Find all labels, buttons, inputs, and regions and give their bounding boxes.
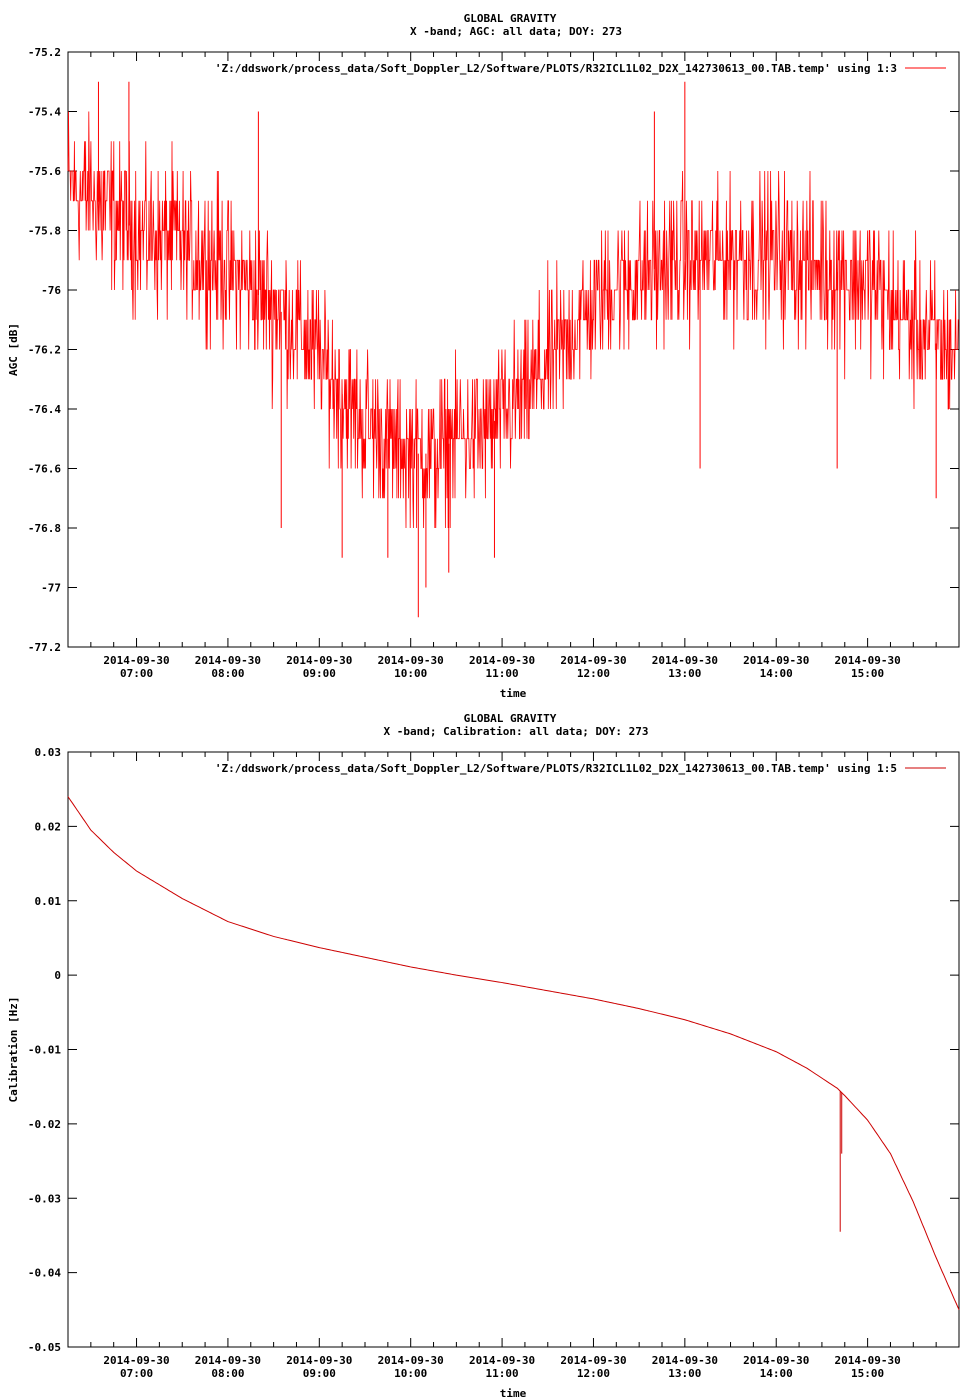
y-tick-label: -76.8 <box>28 522 61 535</box>
x-tick-label-date: 2014-09-30 <box>652 1354 718 1367</box>
x-tick-label-time: 12:00 <box>577 1367 610 1380</box>
x-tick-label-time: 07:00 <box>120 1367 153 1380</box>
x-tick-label-date: 2014-09-30 <box>469 654 535 667</box>
y-tick-label: -76.2 <box>28 344 61 357</box>
x-tick-label-time: 14:00 <box>760 667 793 680</box>
y-tick-label: -75.6 <box>28 165 61 178</box>
y-tick-label: -0.01 <box>28 1044 61 1057</box>
y-tick-label: 0 <box>54 969 61 982</box>
x-tick-label-time: 09:00 <box>303 1367 336 1380</box>
x-tick-label-date: 2014-09-30 <box>834 654 900 667</box>
x-tick-label-time: 10:00 <box>394 1367 427 1380</box>
y-tick-label: -76 <box>41 284 61 297</box>
x-tick-label-time: 11:00 <box>486 1367 519 1380</box>
x-tick-label-date: 2014-09-30 <box>834 1354 900 1367</box>
x-tick-label-time: 13:00 <box>668 1367 701 1380</box>
series-line <box>67 796 960 1311</box>
x-tick-label-time: 10:00 <box>394 667 427 680</box>
y-tick-label: 0.02 <box>35 820 62 833</box>
x-tick-label-date: 2014-09-30 <box>469 1354 535 1367</box>
y-tick-label: -0.04 <box>28 1267 61 1280</box>
y-tick-label: -0.03 <box>28 1192 61 1205</box>
chart-title: GLOBAL GRAVITY <box>464 712 557 725</box>
y-tick-label: -75.4 <box>28 106 61 119</box>
y-axis-label: Calibration [Hz] <box>7 997 20 1103</box>
y-tick-label: 0.01 <box>35 895 62 908</box>
x-axis-label: time <box>500 687 527 700</box>
plot-frame <box>67 51 960 648</box>
x-tick-label-date: 2014-09-30 <box>286 654 352 667</box>
x-tick-label-date: 2014-09-30 <box>652 654 718 667</box>
x-tick-label-time: 13:00 <box>668 667 701 680</box>
x-axis-label: time <box>500 1387 527 1400</box>
x-tick-label-time: 11:00 <box>486 667 519 680</box>
x-tick-label-date: 2014-09-30 <box>743 1354 809 1367</box>
x-tick-label-time: 12:00 <box>577 667 610 680</box>
x-tick-label-time: 15:00 <box>851 1367 884 1380</box>
x-tick-label-time: 15:00 <box>851 667 884 680</box>
y-tick-label: -77 <box>41 582 61 595</box>
x-tick-label-time: 07:00 <box>120 667 153 680</box>
x-tick-label-date: 2014-09-30 <box>103 654 169 667</box>
y-tick-label: -77.2 <box>28 641 61 654</box>
x-tick-label-date: 2014-09-30 <box>560 654 626 667</box>
x-tick-label-date: 2014-09-30 <box>286 1354 352 1367</box>
legend-label: 'Z:/ddswork/process_data/Soft_Doppler_L2… <box>215 762 897 775</box>
chart-title: GLOBAL GRAVITY <box>464 12 557 25</box>
x-tick-label-time: 14:00 <box>760 1367 793 1380</box>
x-tick-label-time: 08:00 <box>211 1367 244 1380</box>
y-tick-label: -76.6 <box>28 463 61 476</box>
y-tick-label: -0.05 <box>28 1341 61 1354</box>
y-tick-label: -75.8 <box>28 225 61 238</box>
x-tick-label-time: 09:00 <box>303 667 336 680</box>
x-tick-label-date: 2014-09-30 <box>560 1354 626 1367</box>
x-tick-label-date: 2014-09-30 <box>195 1354 261 1367</box>
y-tick-label: 0.03 <box>35 746 62 759</box>
x-tick-label-date: 2014-09-30 <box>378 1354 444 1367</box>
plot-frame <box>67 751 960 1348</box>
chart-subtitle: X -band; Calibration: all data; DOY: 273 <box>384 725 649 738</box>
y-tick-label: -76.4 <box>28 403 61 416</box>
y-axis-label: AGC [dB] <box>7 323 20 376</box>
x-tick-label-date: 2014-09-30 <box>103 1354 169 1367</box>
x-tick-label-date: 2014-09-30 <box>195 654 261 667</box>
y-tick-label: -75.2 <box>28 46 61 59</box>
x-tick-label-time: 08:00 <box>211 667 244 680</box>
series-line <box>67 111 959 529</box>
legend-label: 'Z:/ddswork/process_data/Soft_Doppler_L2… <box>215 62 897 75</box>
x-tick-label-date: 2014-09-30 <box>743 654 809 667</box>
x-tick-label-date: 2014-09-30 <box>378 654 444 667</box>
y-tick-label: -0.02 <box>28 1118 61 1131</box>
chart-subtitle: X -band; AGC: all data; DOY: 273 <box>410 25 622 38</box>
